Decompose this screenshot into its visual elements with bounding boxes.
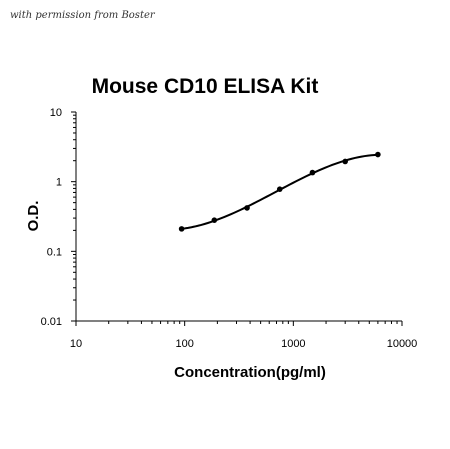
data-point [211, 217, 218, 223]
x-tick-label: 10000 [387, 338, 418, 350]
y-tick-label: 0.1 [47, 246, 62, 258]
x-tick-label: 100 [175, 338, 193, 350]
data-point [244, 205, 250, 211]
data-point [309, 169, 316, 176]
data-points [178, 151, 381, 232]
data-point [375, 151, 381, 158]
chart-title: Mouse CD10 ELISA Kit [92, 75, 319, 98]
y-tick-label: 1 [56, 177, 62, 189]
data-point [342, 158, 348, 165]
tick-labels: 10 100 1000 10000 0.01 0.1 1 10 [41, 107, 418, 350]
x-axis-label: Concentration(pg/ml) [174, 364, 326, 381]
axes [71, 111, 403, 326]
data-point [178, 226, 185, 232]
watermark: with permission from Boster [10, 10, 155, 21]
x-tick-label: 10 [70, 338, 82, 350]
y-axis-label: O.D. [25, 201, 42, 232]
x-tick-label: 1000 [281, 338, 305, 350]
y-tick-label: 10 [50, 107, 62, 119]
y-tick-label: 0.01 [41, 316, 62, 328]
data-point [276, 186, 283, 192]
